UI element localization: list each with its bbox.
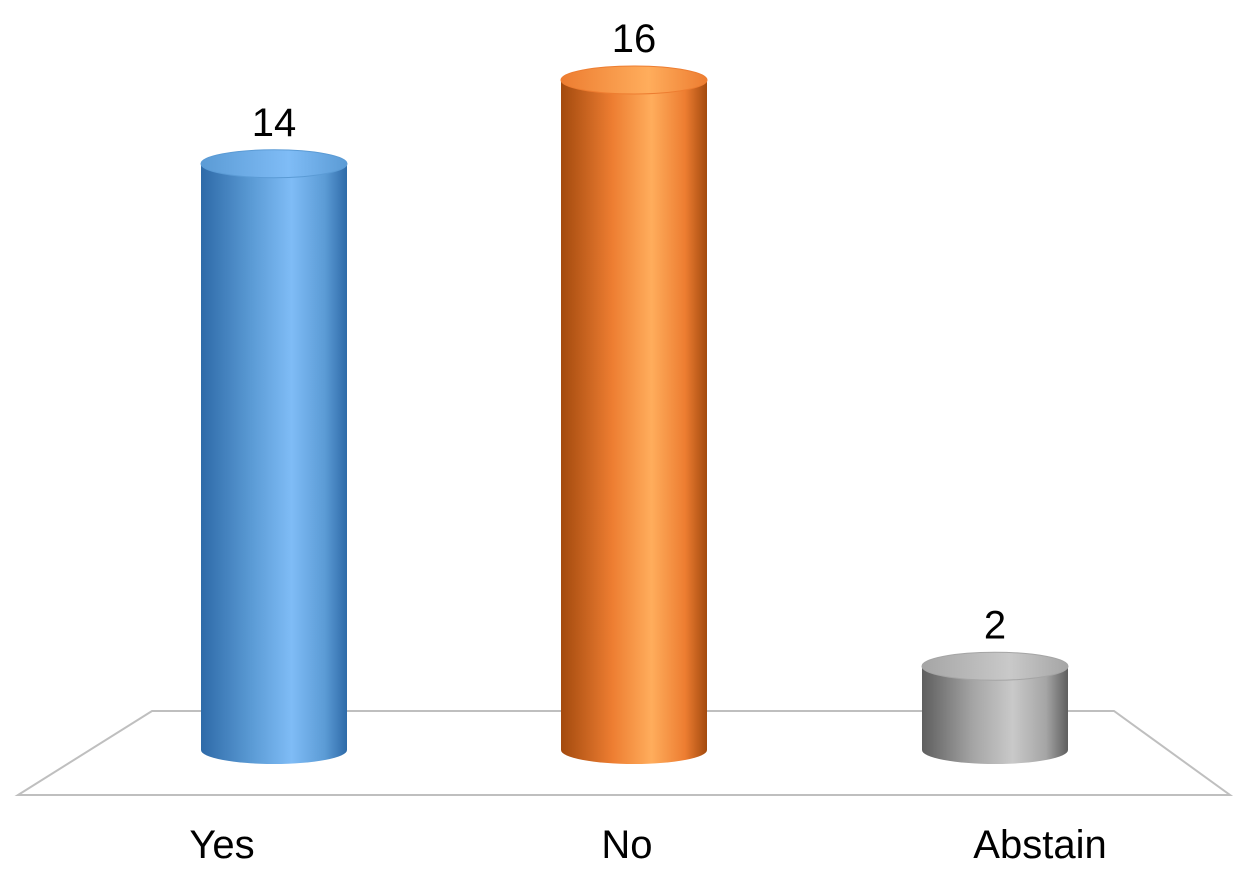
chart-floor: [14, 710, 1234, 796]
data-label-abstain: 2: [984, 603, 1006, 647]
data-label-no: 16: [612, 17, 657, 61]
category-label-yes: Yes: [189, 823, 254, 867]
bar-body-yes: [201, 163, 347, 764]
category-labels: Yes No Abstain: [189, 823, 1106, 867]
bar-top-no: [560, 65, 708, 95]
bar-yes: [200, 149, 348, 764]
data-label-yes: 14: [252, 101, 297, 145]
bar-group: [200, 65, 1069, 764]
category-label-no: No: [601, 823, 652, 867]
bar-abstain: [921, 651, 1069, 764]
bar-top-yes: [200, 149, 348, 179]
bar-top-abstain: [921, 651, 1069, 681]
bar-no: [560, 65, 708, 764]
category-label-abstain: Abstain: [973, 823, 1106, 867]
bar-body-abstain: [922, 666, 1068, 764]
bar-body-no: [561, 80, 707, 764]
